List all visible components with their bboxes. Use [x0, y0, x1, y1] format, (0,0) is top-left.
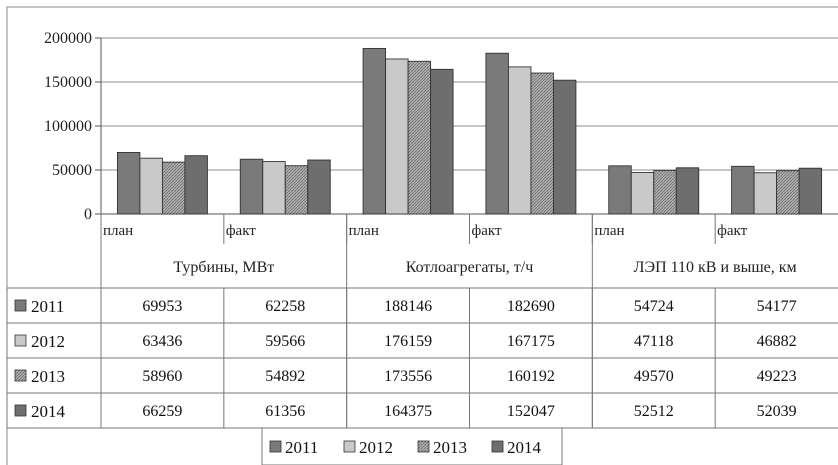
bar-2013-6 — [776, 170, 800, 215]
table-cell: 47118 — [634, 333, 673, 350]
bar-2014-4 — [552, 79, 577, 215]
bar-2012-6 — [753, 172, 778, 215]
row-label-2013: 2013 — [31, 367, 65, 386]
table-cell: 52039 — [757, 403, 797, 420]
group-label: ЛЭП 110 кВ и выше, км — [634, 259, 797, 276]
group-label: Турбины, МВт — [173, 259, 274, 276]
y-tick-label: 50000 — [52, 162, 92, 179]
table-cell: 66259 — [142, 403, 182, 420]
bar-2012-2 — [262, 161, 286, 215]
legend-key-2012 — [343, 440, 356, 453]
y-tick-label: 150000 — [44, 74, 92, 91]
chart-frame — [6, 6, 838, 465]
legend-box — [261, 427, 563, 465]
table-cell: 46882 — [757, 333, 797, 350]
row-label-2011: 2011 — [31, 297, 64, 316]
table-cell: 54177 — [757, 298, 797, 315]
y-tick-label: 0 — [84, 206, 92, 223]
table-cell: 52512 — [634, 403, 674, 420]
row-key-2012 — [14, 334, 27, 347]
table-cell: 49223 — [757, 368, 797, 385]
bar-2014-6 — [798, 167, 823, 215]
bar-2014-3 — [430, 68, 454, 215]
bar-2011-6 — [731, 165, 755, 215]
y-tick-label: 200000 — [44, 30, 92, 47]
table-cell: 58960 — [142, 368, 182, 385]
table-cell: 49570 — [634, 368, 674, 385]
bar-2013-2 — [284, 165, 309, 215]
bar-2014-1 — [184, 155, 208, 215]
legend-label-2012: 2012 — [359, 438, 393, 457]
group-label: Котлоагрегаты, т/ч — [406, 259, 533, 276]
row-label-2014: 2014 — [31, 402, 66, 421]
table-cell: 54724 — [634, 298, 674, 315]
bar-2013-5 — [653, 169, 677, 215]
bar-2013-4 — [530, 72, 554, 215]
row-key-2014 — [14, 404, 27, 417]
bar-2013-3 — [407, 60, 432, 215]
table-cell: 61356 — [265, 403, 305, 420]
bar-2013-1 — [161, 161, 186, 215]
bar-2012-1 — [139, 157, 163, 215]
bar-2012-3 — [385, 58, 409, 215]
bar-2011-4 — [485, 52, 509, 215]
table-cell: 152047 — [507, 403, 555, 420]
table-cell: 182690 — [507, 298, 555, 315]
table-cell: 69953 — [142, 298, 182, 315]
row-key-2013 — [14, 369, 27, 382]
bar-2014-5 — [675, 167, 700, 215]
bar-2014-2 — [307, 159, 331, 215]
table-cell: 188146 — [384, 298, 432, 315]
category-label: план — [349, 223, 379, 239]
table-cell: 62258 — [265, 298, 305, 315]
category-label: факт — [717, 223, 747, 239]
y-tick-label: 100000 — [44, 118, 92, 135]
table-cell: 176159 — [384, 333, 432, 350]
legend-label-2014: 2014 — [507, 438, 542, 457]
bar-2011-1 — [116, 151, 141, 215]
legend-label-2011: 2011 — [285, 438, 318, 457]
table-cell: 160192 — [507, 368, 555, 385]
row-label-2012: 2012 — [31, 332, 65, 351]
bar-2011-3 — [362, 47, 387, 215]
legend-key-2014 — [491, 440, 504, 453]
table-cell: 54892 — [265, 368, 305, 385]
table-cell: 173556 — [384, 368, 432, 385]
category-label: план — [103, 223, 133, 239]
table-cell: 167175 — [507, 333, 555, 350]
legend-label-2013: 2013 — [433, 438, 467, 457]
row-key-2011 — [14, 299, 27, 312]
table-cell: 59566 — [265, 333, 305, 350]
bar-2012-4 — [507, 66, 532, 215]
bar-2012-5 — [630, 172, 655, 215]
legend-key-2011 — [269, 440, 282, 453]
bar-2011-5 — [608, 165, 632, 215]
table-cell: 164375 — [384, 403, 432, 420]
category-label: факт — [226, 223, 256, 239]
bar-2011-2 — [239, 158, 264, 215]
category-label: факт — [472, 223, 502, 239]
legend-key-2013 — [417, 440, 430, 453]
table-cell: 63436 — [142, 333, 182, 350]
category-label: план — [594, 223, 624, 239]
